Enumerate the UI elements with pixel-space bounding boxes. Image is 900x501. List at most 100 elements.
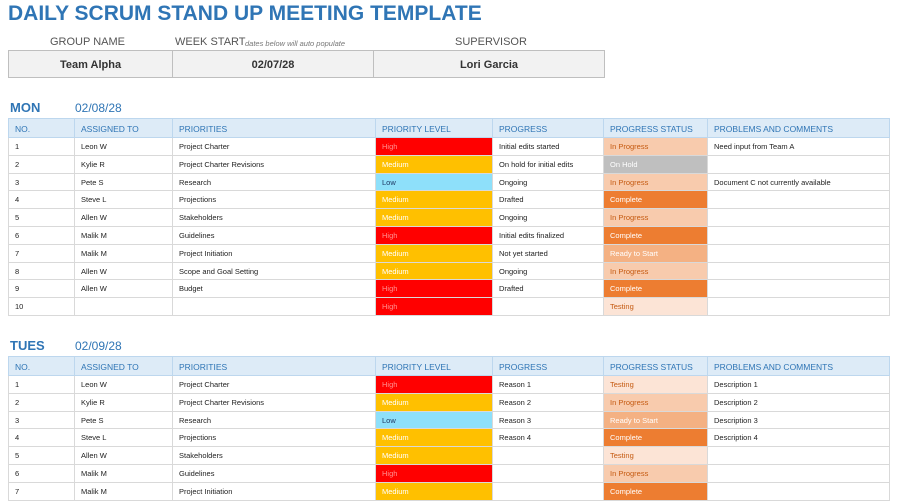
priority-level: High [376,227,493,245]
assigned-to [75,298,173,316]
column-header: PRIORITIES [173,118,376,138]
progress-status: Testing [604,447,708,465]
comments [708,447,890,465]
comments [708,262,890,281]
week-start-value: 02/07/28 [172,50,374,78]
row-number: 1 [8,376,75,394]
row-number: 4 [8,429,75,448]
row-number: 4 [8,191,75,210]
assigned-to: Leon W [75,376,173,394]
priority: Research [173,173,376,192]
progress: On hold for initial edits [493,155,604,174]
priority: Projections [173,191,376,210]
column-header: PROGRESS STATUS [604,118,708,138]
progress: Drafted [493,280,604,299]
progress-status: Ready to Start [604,411,708,430]
column-header: PROBLEMS AND COMMENTS [708,118,890,138]
priority-level: Medium [376,429,493,448]
assigned-to: Leon W [75,138,173,156]
comments: Need input from Team A [708,138,890,156]
progress-status: In Progress [604,209,708,227]
priority: Project Initiation [173,482,376,501]
comments: Description 2 [708,393,890,412]
row-number: 6 [8,227,75,245]
title: DAILY SCRUM STAND UP MEETING TEMPLATE [8,2,482,25]
progress: Reason 1 [493,376,604,394]
progress: Reason 4 [493,429,604,448]
assigned-to: Malik M [75,465,173,483]
progress: Ongoing [493,173,604,192]
column-header: NO. [8,356,75,376]
priority: Projections [173,429,376,448]
priority-level: Medium [376,482,493,501]
progress: Initial edits started [493,138,604,156]
group-value: Team Alpha [8,50,173,78]
priority-level: High [376,376,493,394]
comments [708,280,890,299]
comments: Document C not currently available [708,173,890,192]
priority-level: High [376,280,493,299]
priority: Stakeholders [173,447,376,465]
assigned-to: Kylie R [75,393,173,412]
progress-status: On Hold [604,155,708,174]
comments: Description 4 [708,429,890,448]
row-number: 10 [8,298,75,316]
priority-level: Low [376,411,493,430]
priority: Project Initiation [173,244,376,263]
progress-status: Complete [604,280,708,299]
progress-status: Testing [604,376,708,394]
row-number: 5 [8,447,75,465]
priority: Project Charter [173,138,376,156]
comments [708,191,890,210]
assigned-to: Kylie R [75,155,173,174]
row-number: 7 [8,482,75,501]
progress-status: In Progress [604,173,708,192]
week-label: WEEK START [175,36,246,48]
assigned-to: Malik M [75,244,173,263]
assigned-to: Allen W [75,209,173,227]
row-number: 7 [8,244,75,263]
row-number: 1 [8,138,75,156]
progress [493,482,604,501]
assigned-to: Malik M [75,482,173,501]
column-header: PRIORITY LEVEL [376,356,493,376]
priority-level: Low [376,173,493,192]
column-header: PROGRESS STATUS [604,356,708,376]
progress: Reason 2 [493,393,604,412]
progress-status: Complete [604,429,708,448]
supervisor-value: Lori Garcia [373,50,605,78]
priority: Project Charter Revisions [173,393,376,412]
priority-level: Medium [376,155,493,174]
priority: Research [173,411,376,430]
assigned-to: Pete S [75,173,173,192]
comments [708,482,890,501]
priority-level: Medium [376,447,493,465]
comments [708,209,890,227]
row-number: 2 [8,393,75,412]
progress-status: Complete [604,191,708,210]
priority-level: Medium [376,244,493,263]
progress [493,447,604,465]
day-date: 02/09/28 [75,339,122,353]
progress [493,465,604,483]
row-number: 9 [8,280,75,299]
progress-status: Ready to Start [604,244,708,263]
row-number: 6 [8,465,75,483]
progress: Ongoing [493,262,604,281]
comments [708,298,890,316]
priority: Guidelines [173,465,376,483]
row-number: 8 [8,262,75,281]
priority-level: Medium [376,209,493,227]
progress-status: In Progress [604,393,708,412]
comments [708,244,890,263]
assigned-to: Steve L [75,429,173,448]
progress: Not yet started [493,244,604,263]
column-header: PROGRESS [493,356,604,376]
column-header: ASSIGNED TO [75,356,173,376]
assigned-to: Allen W [75,262,173,281]
column-header: PRIORITIES [173,356,376,376]
assigned-to: Pete S [75,411,173,430]
priority [173,298,376,316]
progress: Drafted [493,191,604,210]
